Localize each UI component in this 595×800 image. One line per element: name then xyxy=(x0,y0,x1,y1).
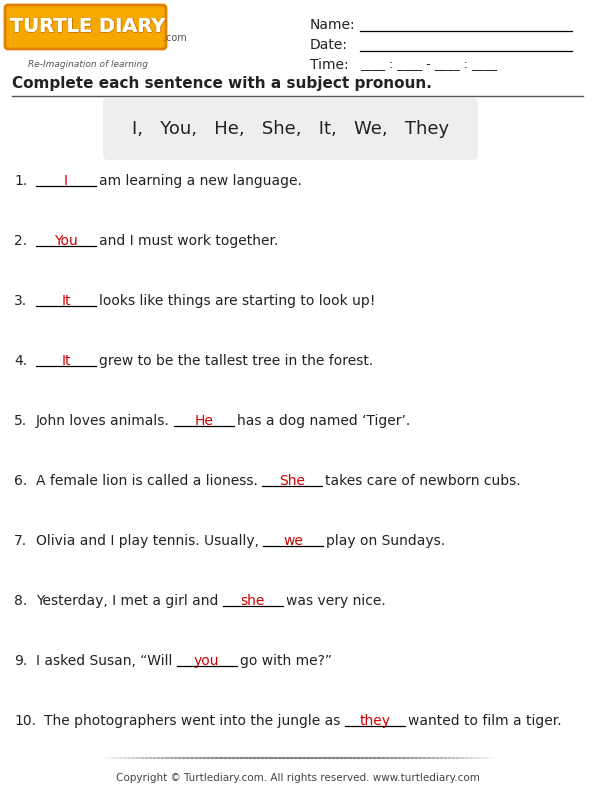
Text: 2.: 2. xyxy=(14,234,27,248)
Text: 9.: 9. xyxy=(14,654,27,668)
Text: Complete each sentence with a subject pronoun.: Complete each sentence with a subject pr… xyxy=(12,76,432,91)
Text: He: He xyxy=(195,414,214,428)
Text: you: you xyxy=(194,654,220,668)
Text: Date:: Date: xyxy=(310,38,348,52)
Text: play on Sundays.: play on Sundays. xyxy=(327,534,446,548)
Text: 8.: 8. xyxy=(14,594,27,608)
Text: A female lion is called a lioness.: A female lion is called a lioness. xyxy=(36,474,262,488)
Text: I,   You,   He,   She,   It,   We,   They: I, You, He, She, It, We, They xyxy=(132,120,449,138)
Text: Copyright © Turtlediary.com. All rights reserved. www.turtlediary.com: Copyright © Turtlediary.com. All rights … xyxy=(115,773,480,783)
Text: has a dog named ‘Tiger’.: has a dog named ‘Tiger’. xyxy=(237,414,411,428)
Text: Name:: Name: xyxy=(310,18,356,32)
Text: Re-Imagination of learning: Re-Imagination of learning xyxy=(28,60,148,69)
Text: 5.: 5. xyxy=(14,414,27,428)
Text: TURTLE DIARY: TURTLE DIARY xyxy=(10,18,165,37)
Text: It: It xyxy=(61,354,71,368)
Text: we: we xyxy=(283,534,303,548)
Text: grew to be the tallest tree in the forest.: grew to be the tallest tree in the fores… xyxy=(99,354,373,368)
Text: ____ : ____ - ____ : ____: ____ : ____ - ____ : ____ xyxy=(360,58,497,71)
Text: 6.: 6. xyxy=(14,474,27,488)
Text: they: they xyxy=(359,714,390,728)
Text: It: It xyxy=(61,294,71,308)
Text: she: she xyxy=(240,594,265,608)
Text: TURTLE DIARY: TURTLE DIARY xyxy=(10,18,165,37)
Text: 1.: 1. xyxy=(14,174,27,188)
Text: 7.: 7. xyxy=(14,534,27,548)
Text: I asked Susan, “Will: I asked Susan, “Will xyxy=(36,654,177,668)
Text: The photographers went into the jungle as: The photographers went into the jungle a… xyxy=(44,714,345,728)
Text: John loves animals.: John loves animals. xyxy=(36,414,174,428)
Text: TURTLE DIARY: TURTLE DIARY xyxy=(10,18,165,37)
Text: .com: .com xyxy=(163,33,187,43)
FancyBboxPatch shape xyxy=(103,98,478,160)
Text: I: I xyxy=(64,174,68,188)
Text: Olivia and I play tennis. Usually,: Olivia and I play tennis. Usually, xyxy=(36,534,264,548)
Text: wanted to film a tiger.: wanted to film a tiger. xyxy=(408,714,561,728)
Text: was very nice.: was very nice. xyxy=(286,594,386,608)
Text: 4.: 4. xyxy=(14,354,27,368)
Text: TURTLE DIARY: TURTLE DIARY xyxy=(10,17,165,36)
Text: takes care of newborn cubs.: takes care of newborn cubs. xyxy=(325,474,521,488)
Text: and I must work together.: and I must work together. xyxy=(99,234,278,248)
Text: You: You xyxy=(54,234,78,248)
Text: am learning a new language.: am learning a new language. xyxy=(99,174,302,188)
Text: looks like things are starting to look up!: looks like things are starting to look u… xyxy=(99,294,375,308)
Text: go with me?”: go with me?” xyxy=(240,654,332,668)
Text: Yesterday, I met a girl and: Yesterday, I met a girl and xyxy=(36,594,223,608)
Text: She: She xyxy=(279,474,305,488)
FancyBboxPatch shape xyxy=(5,5,166,49)
Text: 3.: 3. xyxy=(14,294,27,308)
Text: TURTLE DIARY: TURTLE DIARY xyxy=(10,18,165,37)
Text: TURTLE DIARY: TURTLE DIARY xyxy=(11,18,166,37)
Text: Time:: Time: xyxy=(310,58,349,72)
Text: 10.: 10. xyxy=(14,714,36,728)
